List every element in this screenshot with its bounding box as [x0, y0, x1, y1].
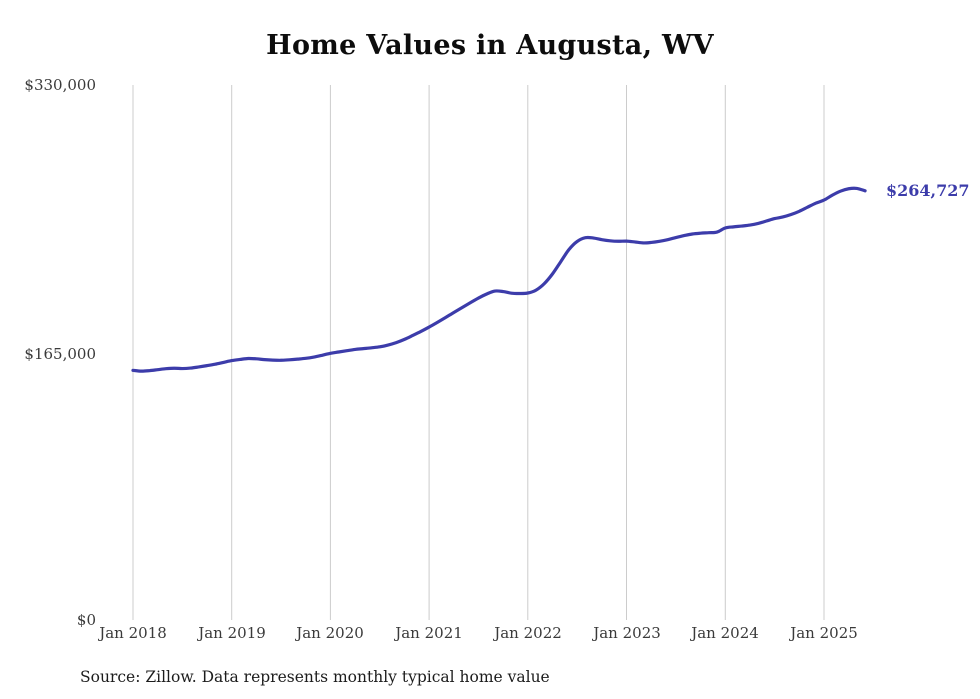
- home-value-line: [131, 186, 867, 373]
- latest-value-label: $264,727: [886, 181, 970, 200]
- source-note: Source: Zillow. Data represents monthly …: [80, 668, 550, 686]
- x-axis-tick-label: Jan 2021: [395, 624, 463, 642]
- x-axis-tick-label: Jan 2025: [790, 624, 858, 642]
- x-axis-tick-label: Jan 2022: [494, 624, 562, 642]
- chart-title: Home Values in Augusta, WV: [266, 30, 714, 61]
- x-axis-tick-label: Jan 2019: [198, 624, 266, 642]
- y-axis-tick-label: $0: [76, 611, 96, 629]
- x-axis-tick-label: Jan 2020: [296, 624, 364, 642]
- y-axis-tick-label: $165,000: [24, 345, 96, 363]
- x-axis-tick-label: Jan 2024: [691, 624, 759, 642]
- x-axis-tick-label: Jan 2023: [593, 624, 661, 642]
- x-axis-tick-label: Jan 2018: [99, 624, 167, 642]
- y-axis-tick-label: $330,000: [24, 76, 96, 94]
